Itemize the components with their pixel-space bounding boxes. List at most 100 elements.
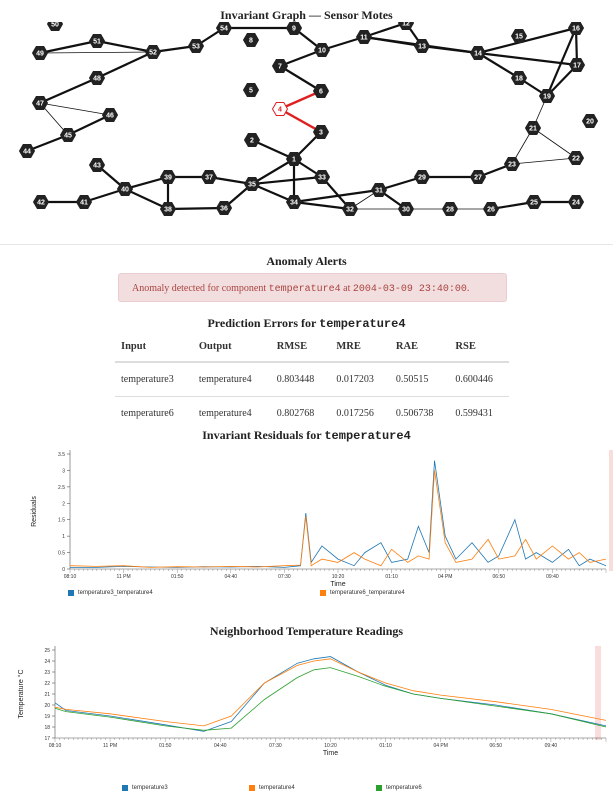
alert-component: temperature4: [268, 284, 341, 295]
graph-node-50[interactable]: 50: [46, 22, 64, 31]
anomaly-alert: Anomaly detected for component temperatu…: [118, 273, 507, 302]
table-cell: 0.017203: [330, 361, 390, 397]
graph-node-15[interactable]: 15: [510, 29, 528, 43]
graph-node-3[interactable]: 3: [312, 125, 330, 139]
alert-middle: at: [340, 283, 353, 294]
graph-node-19[interactable]: 19: [538, 89, 556, 103]
series-line-2: [54, 658, 607, 727]
node-shape: [215, 22, 233, 35]
graph-node-47[interactable]: 47: [31, 96, 49, 110]
graph-node-44[interactable]: 44: [18, 144, 36, 158]
graph-node-17[interactable]: 17: [568, 58, 586, 72]
graph-node-22[interactable]: 22: [567, 151, 585, 165]
graph-node-5[interactable]: 5: [242, 83, 260, 97]
neighborhood-chart[interactable]: 17 18 19 20 21 22 23 24 25 08:10 11 PM 01:50 04:40 07…: [0, 642, 613, 760]
graph-node-39[interactable]: 39: [159, 170, 177, 184]
node-label: 16: [572, 26, 580, 33]
graph-node-4[interactable]: 4: [271, 102, 289, 116]
graph-node-54[interactable]: 54: [215, 22, 233, 35]
node-shape: [397, 202, 415, 216]
graph-node-10[interactable]: 10: [313, 43, 331, 57]
node-shape: [88, 34, 106, 48]
graph-node-28[interactable]: 28: [441, 202, 459, 216]
graph-node-36[interactable]: 36: [215, 201, 233, 215]
graph-node-9[interactable]: 9: [285, 22, 303, 35]
graph-node-40[interactable]: 40: [116, 182, 134, 196]
anomaly-highlight: [609, 450, 613, 571]
node-label: 36: [220, 206, 228, 213]
graph-node-24[interactable]: 24: [567, 195, 585, 209]
node-shape: [59, 128, 77, 142]
col-header: Input: [115, 334, 193, 363]
graph-node-2[interactable]: 2: [243, 133, 261, 147]
graph-node-42[interactable]: 42: [32, 195, 50, 209]
node-shape: [46, 22, 64, 31]
neighborhood-title: Neighborhood Temperature Readings: [209, 624, 404, 638]
graph-node-34[interactable]: 34: [285, 195, 303, 209]
graph-node-52[interactable]: 52: [144, 45, 162, 59]
graph-node-31[interactable]: 31: [370, 183, 388, 197]
graph-node-11[interactable]: 11: [355, 30, 373, 44]
node-shape: [441, 202, 459, 216]
y-tick-label: 25: [44, 648, 50, 654]
x-tick-label: 04:40: [225, 574, 238, 580]
graph-node-13[interactable]: 13: [413, 39, 431, 53]
node-label: 42: [37, 200, 45, 207]
table-row: temperature3 temperature4 0.803448 0.017…: [115, 361, 509, 397]
graph-node-33[interactable]: 33: [313, 170, 331, 184]
y-tick-label: 17: [44, 736, 50, 742]
x-tick-label: 01:10: [379, 743, 392, 749]
graph-node-21[interactable]: 21: [524, 121, 542, 135]
y-tick-label: 0: [62, 567, 65, 573]
graph-node-7[interactable]: 7: [271, 59, 289, 73]
graph-node-32[interactable]: 32: [341, 202, 359, 216]
graph-node-35[interactable]: 35: [243, 177, 261, 191]
graph-edge: [39, 102, 111, 116]
graph-node-48[interactable]: 48: [88, 71, 106, 85]
node-shape: [469, 46, 487, 60]
graph-node-51[interactable]: 51: [88, 34, 106, 48]
graph-node-45[interactable]: 45: [59, 128, 77, 142]
graph-node-41[interactable]: 41: [75, 195, 93, 209]
graph-node-26[interactable]: 26: [482, 202, 500, 216]
graph-node-1[interactable]: 1: [285, 152, 303, 166]
graph-node-27[interactable]: 27: [469, 170, 487, 184]
graph-node-25[interactable]: 25: [525, 195, 543, 209]
graph-node-18[interactable]: 18: [510, 71, 528, 85]
legend-label: temperature4: [259, 785, 295, 791]
node-label: 31: [375, 188, 383, 195]
alert-timestamp: 2004-03-09 23:40:00: [352, 284, 467, 295]
graph-node-14[interactable]: 14: [469, 46, 487, 60]
graph-node-6[interactable]: 6: [312, 84, 330, 98]
node-label: 49: [36, 51, 44, 58]
graph-node-23[interactable]: 23: [503, 157, 521, 171]
node-shape: [482, 202, 500, 216]
graph-node-12[interactable]: 12: [397, 22, 415, 30]
graph-edge: [39, 39, 98, 55]
node-label: 2: [250, 138, 254, 145]
graph-node-29[interactable]: 29: [413, 170, 431, 184]
node-shape: [31, 46, 49, 60]
graph-node-20[interactable]: 20: [581, 114, 599, 128]
alert-suffix: .: [466, 283, 470, 294]
graph-node-30[interactable]: 30: [397, 202, 415, 216]
graph-node-16[interactable]: 16: [567, 22, 585, 35]
graph-node-38[interactable]: 38: [159, 202, 177, 216]
graph-node-53[interactable]: 53: [187, 39, 205, 53]
graph-node-8[interactable]: 8: [242, 33, 260, 47]
node-label: 47: [36, 101, 44, 108]
graph-edge: [251, 158, 295, 185]
graph-node-43[interactable]: 43: [88, 158, 106, 172]
node-label: 5: [249, 88, 253, 95]
node-shape: [285, 22, 303, 35]
residuals-chart[interactable]: 0 0.5 1 1.5 2 2.5 3 3.5 08:10 11 PM 01:50 04:40 07:3…: [0, 446, 613, 596]
graph-node-46[interactable]: 46: [101, 108, 119, 122]
graph-node-37[interactable]: 37: [200, 170, 218, 184]
graph-edge: [279, 48, 323, 68]
graph-node-49[interactable]: 49: [31, 46, 49, 60]
node-label: 12: [402, 22, 410, 28]
x-tick-label: 06:50: [490, 743, 503, 749]
invariant-graph[interactable]: 5049515253548910111213141516171819202122…: [0, 22, 613, 244]
col-header: RAE: [389, 334, 450, 363]
node-shape: [313, 43, 331, 57]
